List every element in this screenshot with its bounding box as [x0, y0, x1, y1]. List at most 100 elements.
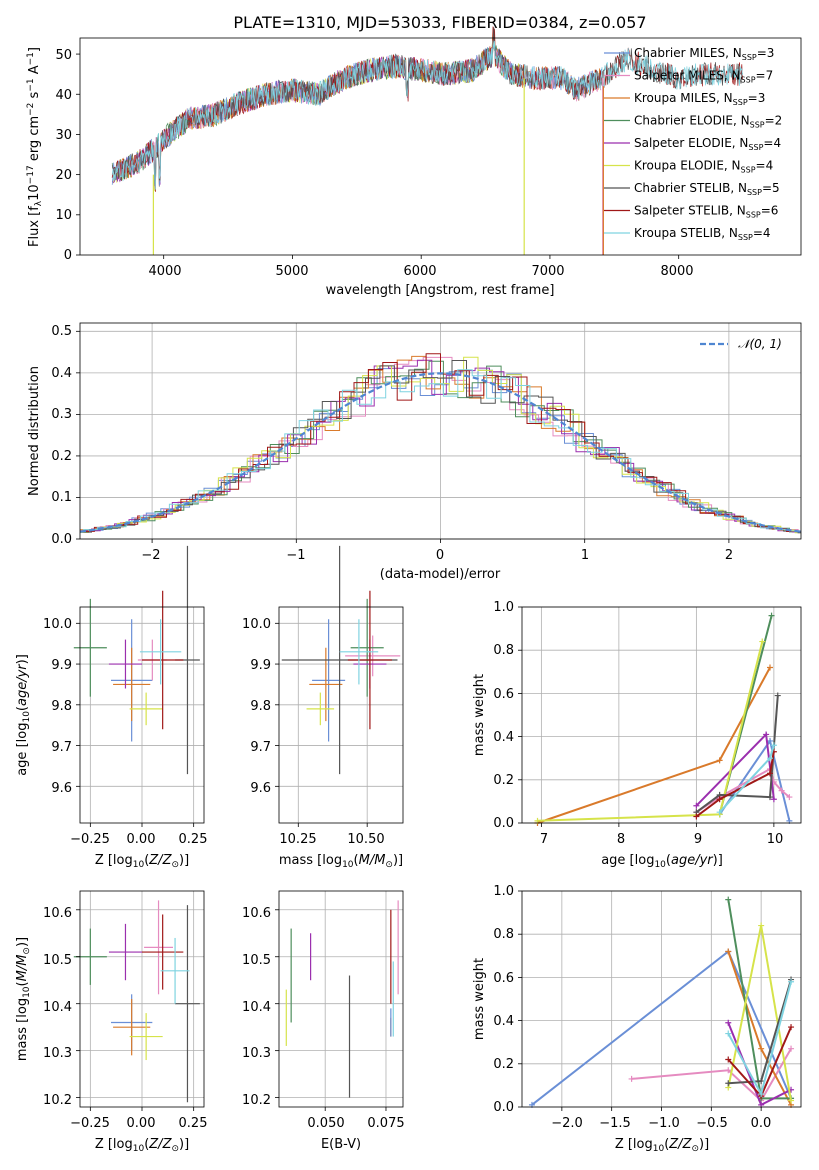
y-tick-label: 40: [55, 88, 72, 103]
x-label: Z [log10(Z/Z⊙)]: [615, 1137, 709, 1154]
weight-point-chabrier-elodie: [725, 896, 732, 903]
age-vs-mass-panel: 10.25 10.50 9.6 9.7 9.8 9.9 10.0 mass [l…: [242, 545, 404, 870]
x-tick-label: −0.25: [70, 1116, 110, 1131]
x-tick-label: −0.5: [696, 1116, 728, 1131]
y-label: mass [log10(M/M⊙)]: [15, 937, 32, 1061]
y-tick-label: 9.7: [51, 740, 72, 755]
x-tick-label: 0.0: [751, 1116, 772, 1131]
residual-y-ticks: 0.0 0.1 0.2 0.3 0.4 0.5: [51, 324, 72, 547]
weight-point-salpeter-miles: [788, 1045, 795, 1052]
gaussian-curve: [79, 372, 802, 533]
x-tick-label: 0.25: [179, 832, 208, 847]
y-tick-label: 20: [55, 168, 72, 183]
spectrum-line-kroupa-miles: [111, 30, 602, 187]
y-tick-label: 0.0: [51, 532, 72, 547]
spectrum-y-ticks: 0 10 20 30 40 50: [55, 48, 72, 263]
legend-label-kroupa-elodie: Kroupa ELODIE, NSSP=4: [634, 159, 773, 175]
y-tick-label: 10.3: [43, 1046, 72, 1061]
weight-point-salpeter-miles: [786, 794, 793, 801]
spectrum-line-kroupa-stelib: [111, 40, 743, 190]
mass-weight-vs-metallicity-panel: −2.0 −1.5 −1.0 −0.5 0.0 0.0 0.2 0.4 0.6 …: [472, 884, 802, 1154]
x-tick-label: 7: [540, 832, 548, 847]
y-tick-label: 0.4: [51, 366, 72, 381]
x-tick-label: −1: [286, 548, 305, 563]
y-tick-label: 1.0: [493, 600, 514, 615]
y-tick-label: 9.9: [250, 658, 271, 673]
legend-label-salpeter-elodie: Salpeter ELODIE, NSSP=4: [634, 136, 781, 152]
weight-point-chabrier-stelib: [758, 1078, 765, 1085]
y-tick-label: 9.8: [51, 699, 72, 714]
weight-point-salpeter-stelib: [788, 1024, 795, 1031]
x-tick-label: 4000: [148, 264, 181, 279]
y-tick-label: 0: [64, 248, 72, 263]
weight-point-kroupa-stelib: [770, 742, 777, 749]
weight-point-salpeter-stelib: [716, 796, 723, 803]
y-tick-label: 50: [55, 48, 72, 63]
grid: [279, 891, 403, 1107]
weight-point-kroupa-stelib: [758, 1091, 765, 1098]
x-tick-label: −1.0: [648, 1116, 680, 1131]
y-tick-label: 0.8: [493, 643, 514, 658]
x-tick-label: 7000: [531, 264, 564, 279]
spectrum-x-ticks: 4000 5000 6000 7000 8000: [148, 264, 693, 279]
spectrum-panel: PLATE=1310, MJD=53033, FIBERID=0384, z=0…: [26, 13, 802, 298]
plot-area: [73, 545, 200, 775]
legend-label-chabrier-stelib: Chabrier STELIB, NSSP=5: [634, 181, 780, 197]
legend-label-salpeter-miles: Salpeter MILES, NSSP=7: [634, 69, 773, 85]
y-tick-label: 0.4: [493, 1014, 514, 1029]
y-tick-label: 30: [55, 128, 72, 143]
plot-area: [285, 900, 399, 1098]
weight-point-salpeter-elodie: [763, 731, 770, 738]
spectrum-x-label: wavelength [Angstrom, rest frame]: [326, 283, 555, 298]
weight-point-salpeter-elodie: [725, 1019, 732, 1026]
weight-point-kroupa-elodie: [759, 638, 766, 645]
x-tick-label: 0.00: [127, 832, 156, 847]
weight-point-chabrier-stelib: [725, 1080, 732, 1087]
weight-point-chabrier-elodie: [768, 612, 775, 619]
spectrum-line-chabrier-elodie: [111, 33, 525, 185]
weight-point-kroupa-elodie: [788, 1097, 795, 1104]
grid: [279, 607, 403, 823]
y-tick-label: 10.2: [242, 1093, 271, 1108]
y-tick-label: 0.2: [493, 773, 514, 788]
y-tick-label: 10.6: [43, 906, 72, 921]
y-tick-label: 10.5: [43, 953, 72, 968]
weight-point-salpeter-elodie: [770, 796, 777, 803]
x-tick-label: −2: [141, 548, 160, 563]
x-label: Z [log10(Z/Z⊙)]: [95, 853, 189, 870]
y-tick-label: 10.6: [242, 906, 271, 921]
y-label: mass weight: [472, 674, 487, 756]
weight-point-salpeter-stelib: [725, 1056, 732, 1063]
x-tick-label: 0.25: [179, 1116, 208, 1131]
weight-point-chabrier-stelib: [774, 692, 781, 699]
weight-point-kroupa-stelib: [725, 1030, 732, 1037]
y-label: age [log10(age/yr)]: [15, 654, 32, 776]
y-tick-label: 9.6: [250, 781, 271, 796]
mass-vs-extinction-panel: 0.050 0.075 10.2 10.3 10.4 10.5 10.6 E(B…: [242, 890, 405, 1152]
weight-line-chabrier-stelib: [728, 979, 792, 1085]
plot-area: [534, 612, 793, 826]
y-tick-label: 10.5: [242, 953, 271, 968]
residual-x-label: (data-model)/error: [380, 567, 501, 582]
residual-panel: −2 −1 0 1 2 0.0 0.1 0.2 0.3 0.4 0.5 (dat…: [27, 322, 802, 582]
x-tick-label: 1: [581, 548, 589, 563]
x-tick-label: 2: [725, 548, 733, 563]
spectrum-frame: [79, 37, 802, 256]
mass-weight-vs-age-panel: 7 8 9 10 0.0 0.2 0.4 0.6 0.8 1.0 age [lo…: [472, 600, 802, 870]
weight-point-salpeter-elodie: [693, 802, 700, 809]
spectrum-title: PLATE=1310, MJD=53033, FIBERID=0384, z=0…: [233, 13, 646, 32]
y-tick-label: 0.3: [51, 407, 72, 422]
y-tick-label: 10.2: [43, 1093, 72, 1108]
spectrum-line-chabrier-miles: [111, 30, 602, 187]
y-tick-label: 0.0: [493, 816, 514, 831]
x-tick-label: 8: [617, 832, 625, 847]
histogram-kroupa-stelib: [82, 369, 801, 532]
residual-x-ticks: −2 −1 0 1 2: [141, 548, 733, 563]
plot-area: [281, 545, 401, 775]
weight-point-kroupa-stelib: [788, 978, 795, 985]
y-tick-label: 0.2: [51, 449, 72, 464]
x-tick-label: 0.075: [367, 1116, 404, 1131]
y-tick-label: 9.9: [51, 658, 72, 673]
x-tick-label: 9: [694, 832, 702, 847]
x-label: Z [log10(Z/Z⊙)]: [95, 1137, 189, 1154]
